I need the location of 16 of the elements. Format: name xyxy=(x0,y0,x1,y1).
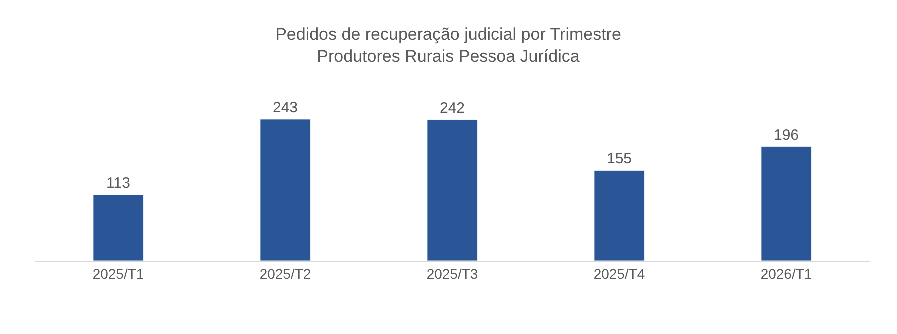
x-tick-label: 2025/T3 xyxy=(426,266,478,282)
chart-title: Pedidos de recuperação judicial por Trimestre Produtores Rurais Pessoa Jurídica xyxy=(276,25,622,66)
bar xyxy=(260,119,311,261)
data-label: 243 xyxy=(272,99,298,116)
data-label: 196 xyxy=(774,126,800,144)
bar xyxy=(594,170,645,261)
data-label: 155 xyxy=(606,150,632,168)
x-tick-label: 2026/T1 xyxy=(760,266,812,282)
x-tick-label: 2025/T4 xyxy=(594,266,646,282)
data-label: 242 xyxy=(440,100,466,118)
bar xyxy=(93,194,144,261)
bar xyxy=(427,120,478,261)
bar xyxy=(761,146,812,261)
x-tick-label: 2025/T1 xyxy=(92,266,144,282)
x-tick-label: 2025/T2 xyxy=(260,266,312,282)
data-label: 113 xyxy=(106,175,130,192)
